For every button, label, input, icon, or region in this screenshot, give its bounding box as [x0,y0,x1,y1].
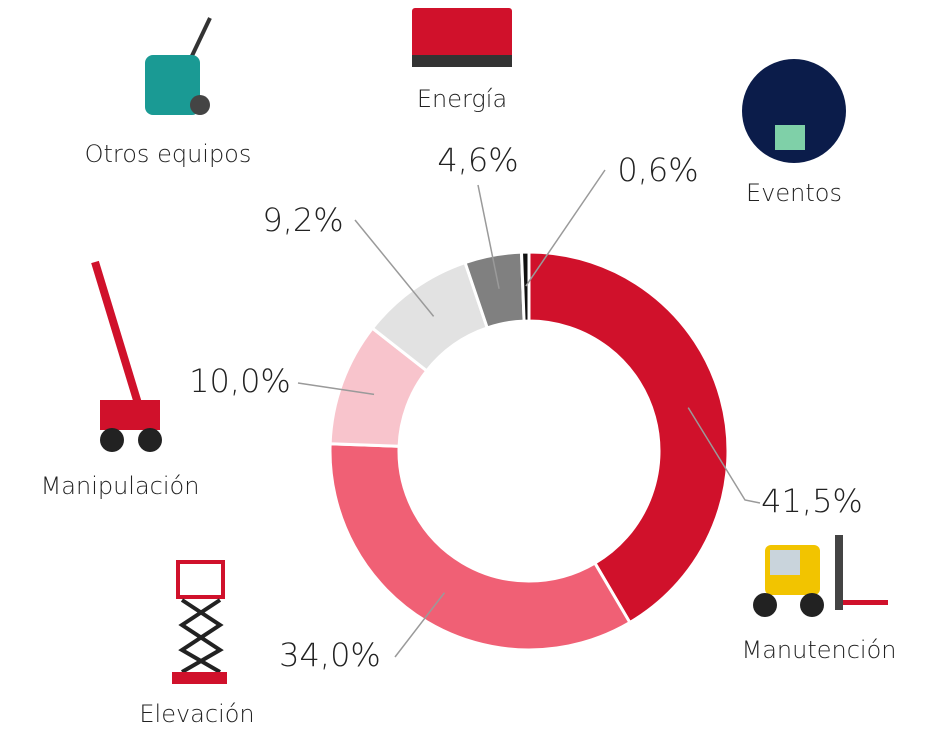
telehandler-icon [91,260,162,452]
value-label: 0,6% [617,151,698,189]
category-label: Eventos [746,179,842,207]
value-label: 10,0% [189,362,291,400]
forklift-icon [753,535,888,617]
category-label: Manutención [742,636,897,664]
leader-line [297,382,375,396]
icons [91,8,888,684]
value-label: 9,2% [262,201,343,239]
leader-line [525,169,606,287]
category-label: Manipulación [41,472,200,500]
donut-segment [519,250,531,323]
cleaner-icon [145,17,212,115]
generator-icon [412,8,512,67]
value-label: 41,5% [761,482,863,520]
leader-line [477,184,500,289]
category-label: Elevación [139,700,254,728]
leader-line [354,219,435,317]
category-label: Otros equipos [85,140,252,168]
donut-segment [328,442,632,652]
events-icon [742,59,846,163]
value-label: 4,6% [437,141,518,179]
category-label: Energía [417,85,507,113]
leader-line [394,592,446,658]
scissor-lift-icon [172,560,227,684]
leader-line [687,407,761,504]
value-label: 34,0% [279,636,381,674]
donut-segment [527,250,730,625]
